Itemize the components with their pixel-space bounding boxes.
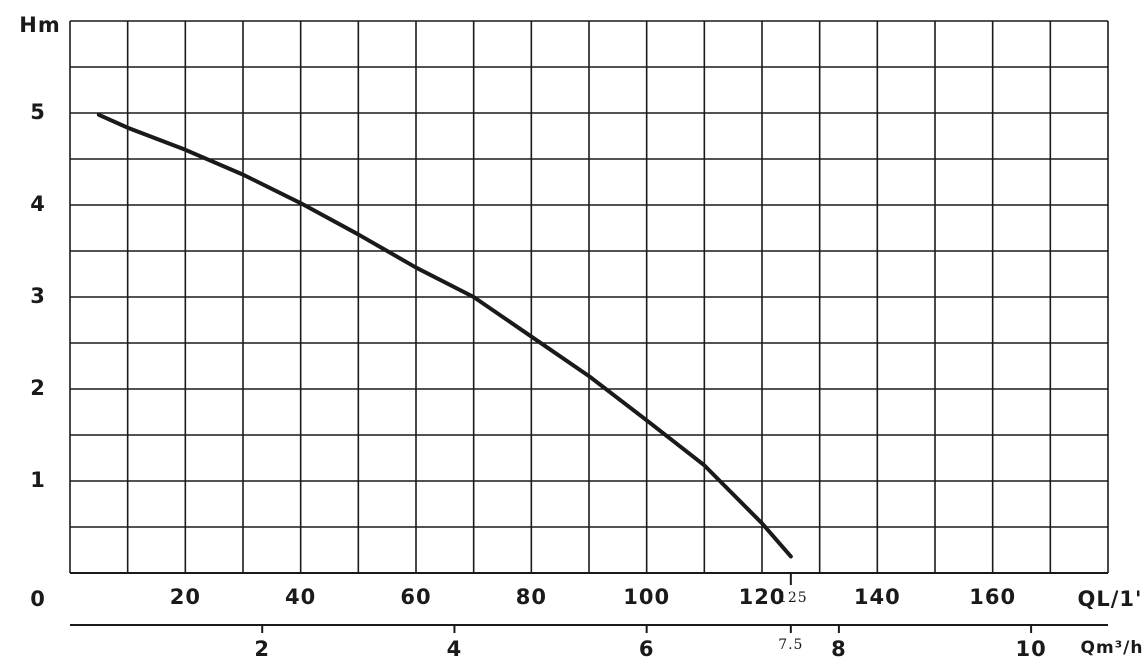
y-tick-label: 3 <box>30 284 46 308</box>
x2-tick-label: 2 <box>254 637 270 661</box>
x2-tick-label: 10 <box>1015 637 1046 661</box>
y-tick-label: 2 <box>30 376 46 400</box>
curve <box>96 112 793 559</box>
x-tick-label: 160 <box>969 585 1016 609</box>
x-tick-label: 80 <box>516 585 547 609</box>
x-tick-label: 60 <box>400 585 431 609</box>
x-tick-label: 100 <box>623 585 670 609</box>
x2-axis-label: Qm³/h <box>1081 638 1144 658</box>
x2-tick-label: 4 <box>447 637 463 661</box>
y-tick-label: 5 <box>30 100 46 124</box>
x2-tick-label: 8 <box>831 637 847 661</box>
y-tick-label: 0 <box>30 587 46 611</box>
y-axis-label: Hm <box>19 13 60 37</box>
x-tick-label: 140 <box>854 585 901 609</box>
x-axis-label: QL/1' <box>1078 587 1143 611</box>
y-tick-label: 4 <box>30 192 46 216</box>
x-tick-label: 40 <box>285 585 316 609</box>
x-tick-label: 125 <box>778 590 808 606</box>
x2-tick-label: 7.5 <box>778 637 803 653</box>
x-tick-label: 120 <box>739 585 786 609</box>
x-tick-label: 20 <box>170 585 201 609</box>
y-tick-label: 1 <box>30 468 46 492</box>
x2-tick-label: 6 <box>639 637 655 661</box>
